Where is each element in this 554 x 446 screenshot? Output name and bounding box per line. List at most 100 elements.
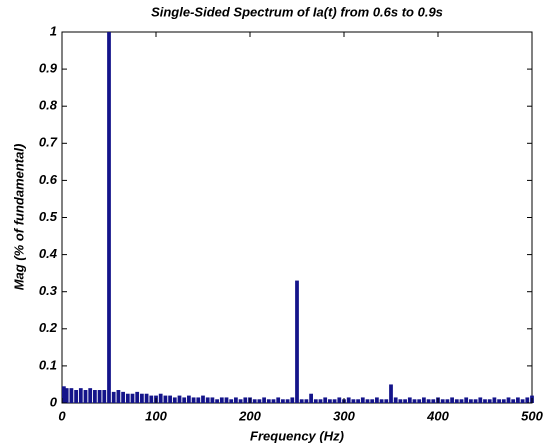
bar <box>252 399 257 403</box>
x-tick-label: 200 <box>238 408 261 423</box>
bar <box>356 399 360 403</box>
bar <box>459 399 464 403</box>
y-tick-label: 0.9 <box>39 61 58 76</box>
bar <box>299 399 304 403</box>
bar <box>205 397 210 403</box>
bar <box>351 399 356 403</box>
y-tick-label: 0 <box>50 394 58 409</box>
bar <box>172 397 177 403</box>
bar <box>464 397 469 403</box>
bar <box>285 399 290 403</box>
bar <box>135 391 140 403</box>
bar <box>224 397 229 403</box>
bar <box>196 397 201 403</box>
bar <box>78 388 83 403</box>
bar <box>74 390 78 403</box>
x-tick-label: 300 <box>333 408 355 423</box>
bar <box>149 395 154 403</box>
x-tick-label: 100 <box>145 408 167 423</box>
bar <box>332 399 337 403</box>
bar <box>520 399 525 403</box>
bar <box>93 390 97 403</box>
y-tick-label: 0.1 <box>39 357 57 372</box>
bar <box>389 384 393 403</box>
bar <box>304 399 309 403</box>
bar <box>229 399 234 403</box>
bar <box>365 399 370 403</box>
bar <box>238 399 243 403</box>
bar <box>323 397 328 403</box>
bar <box>328 399 332 403</box>
bar <box>497 399 501 403</box>
bar <box>445 399 450 403</box>
bar <box>210 397 215 403</box>
bar <box>318 399 323 403</box>
bar <box>511 399 516 403</box>
bar <box>69 388 74 403</box>
bar <box>102 390 107 403</box>
bar <box>219 397 224 403</box>
bar <box>393 397 398 403</box>
y-tick-label: 0.3 <box>39 283 58 298</box>
bar <box>492 397 497 403</box>
x-tick-label: 500 <box>521 408 543 423</box>
bar <box>257 399 262 403</box>
bar <box>201 395 205 403</box>
bar <box>525 397 530 403</box>
y-tick-label: 0.8 <box>39 98 58 113</box>
x-axis-label: Frequency (Hz) <box>250 428 344 443</box>
bar <box>398 399 403 403</box>
bar <box>243 397 248 403</box>
y-tick-label: 0.6 <box>39 172 58 187</box>
bar <box>215 399 219 403</box>
bar <box>163 395 168 403</box>
bar <box>379 399 384 403</box>
bar <box>454 399 459 403</box>
bar <box>177 395 182 403</box>
bar <box>111 391 116 403</box>
bar <box>182 397 187 403</box>
x-tick-label: 0 <box>58 408 66 423</box>
bar <box>412 399 417 403</box>
bar <box>83 390 88 403</box>
bar <box>473 399 478 403</box>
bar <box>191 397 196 403</box>
bar <box>313 399 318 403</box>
bar <box>487 399 492 403</box>
bar <box>271 399 276 403</box>
bar <box>121 391 125 403</box>
bar <box>450 397 454 403</box>
bar <box>506 397 511 403</box>
y-tick-label: 0.4 <box>39 246 58 261</box>
bar <box>64 388 69 403</box>
bar <box>116 390 121 403</box>
bar <box>422 397 426 403</box>
bar <box>140 393 144 403</box>
bar <box>276 397 281 403</box>
bar <box>337 397 342 403</box>
bar <box>97 390 102 403</box>
bar <box>346 397 351 403</box>
bar <box>234 397 238 403</box>
bar <box>440 399 445 403</box>
bar <box>431 399 436 403</box>
bar <box>469 399 473 403</box>
bar <box>295 280 299 403</box>
bar <box>281 399 285 403</box>
y-tick-label: 0.2 <box>39 320 58 335</box>
bar <box>266 399 271 403</box>
bar <box>426 399 431 403</box>
bar <box>516 397 520 403</box>
bar <box>309 393 313 403</box>
bar <box>290 397 295 403</box>
bar <box>262 397 266 403</box>
y-tick-label: 1 <box>50 23 57 38</box>
bar <box>417 399 422 403</box>
bar <box>370 399 375 403</box>
bar <box>403 399 407 403</box>
bar <box>62 386 66 403</box>
bar <box>107 32 111 403</box>
x-tick-label: 400 <box>426 408 449 423</box>
bar <box>130 393 135 403</box>
